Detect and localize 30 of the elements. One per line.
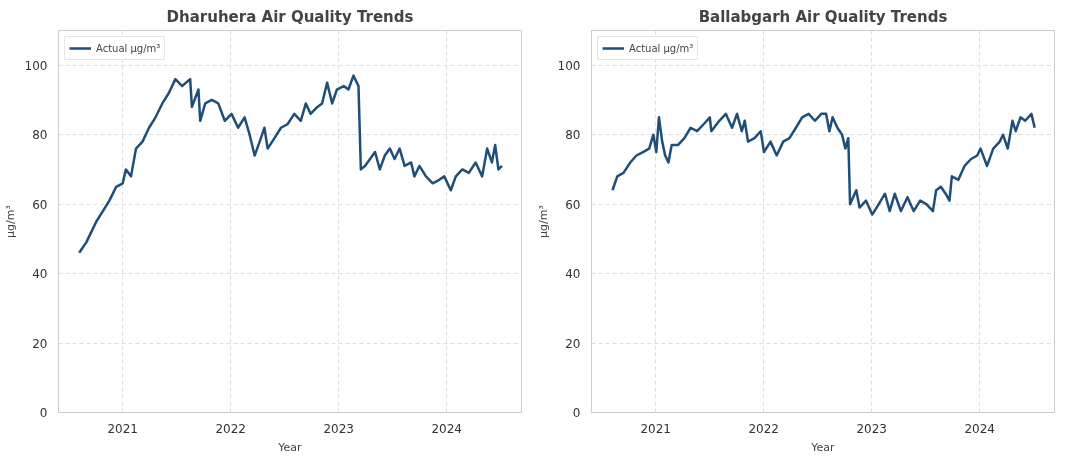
y-tick-label: 40	[32, 267, 48, 282]
y-tick-label: 20	[32, 336, 48, 351]
y-tick-label: 60	[565, 197, 581, 212]
line-series	[611, 112, 1036, 216]
x-tick-label: 2022	[748, 421, 779, 436]
y-tick-label: 0	[572, 406, 581, 420]
x-tick-label: 2021	[107, 421, 138, 436]
legend-label: Actual μg/m³	[629, 41, 694, 55]
chart-title: Dharuhera Air Quality Trends	[166, 7, 414, 26]
y-tick-label: 100	[557, 58, 581, 73]
line-series	[77, 74, 504, 254]
x-tick-label: 2024	[964, 421, 995, 436]
y-tick-label: 0	[39, 406, 48, 420]
y-tick-label: 80	[565, 128, 581, 143]
chart-title: Ballabgarh Air Quality Trends	[698, 7, 948, 26]
x-tick-label: 2021	[640, 421, 671, 436]
y-tick-label: 40	[565, 267, 581, 282]
y-axis-title: μg/m³	[536, 205, 550, 238]
y-tick-label: 100	[24, 58, 48, 73]
x-axis-title: Year	[277, 440, 303, 454]
y-tick-label: 20	[565, 336, 581, 351]
x-tick-label: 2023	[856, 421, 887, 436]
y-axis-title: μg/m³	[3, 205, 17, 238]
x-tick-label: 2024	[431, 421, 462, 436]
x-tick-label: 2023	[323, 421, 354, 436]
y-tick-label: 80	[32, 128, 48, 143]
y-tick-label: 60	[32, 197, 48, 212]
x-tick-label: 2022	[215, 421, 246, 436]
x-axis-title: Year	[810, 440, 836, 454]
legend-label: Actual μg/m³	[96, 41, 161, 55]
